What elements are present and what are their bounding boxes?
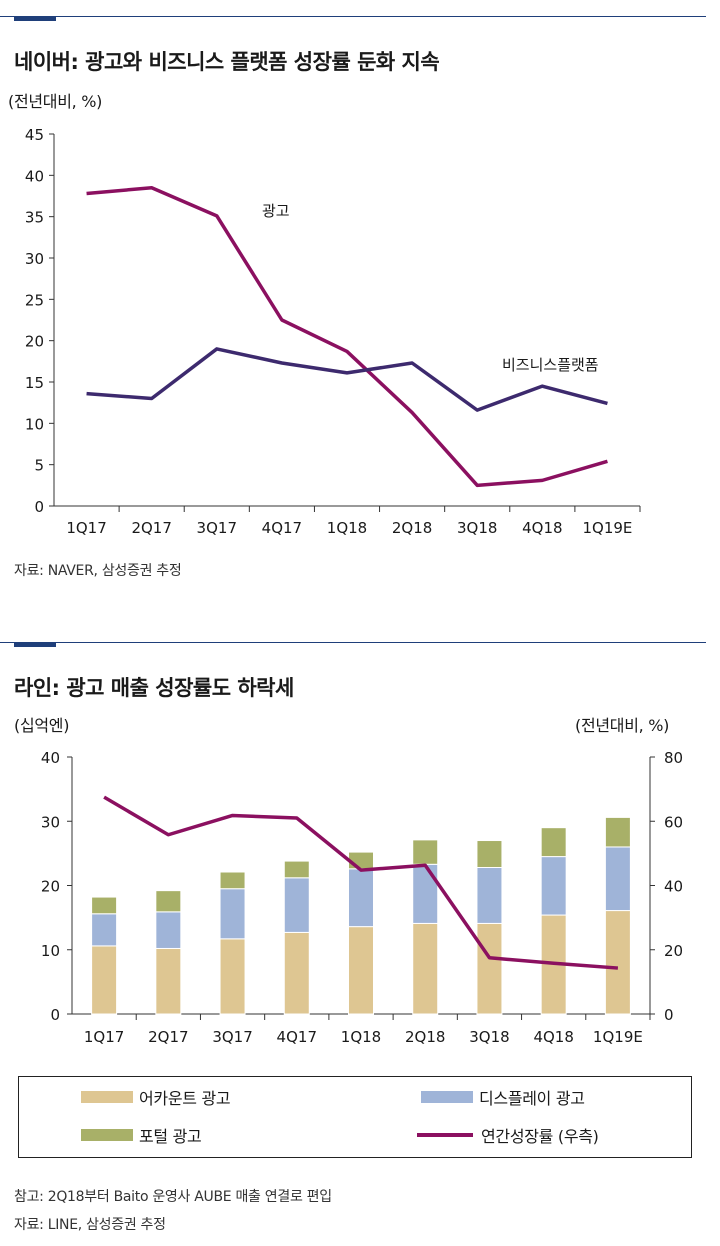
chart2-unit-left: (십억엔) [14, 716, 70, 735]
chart2-bar-account [348, 926, 374, 1015]
chart1-x-tick-label: 3Q17 [197, 519, 237, 537]
legend-growth-label: 연간성장률 (우측) [481, 1127, 599, 1146]
chart2-bar-display [412, 863, 439, 924]
chart2-bar-display [283, 877, 310, 933]
chart2-bar-account [604, 910, 631, 1015]
chart2-note: 참고: 2Q18부터 Baito 운영사 AUBE 매출 연결로 편입 [14, 1189, 332, 1205]
chart2-bar-display [155, 911, 182, 949]
chart1-title: 네이버: 광고와 비즈니스 플랫폼 성장률 둔화 지속 [14, 50, 440, 74]
chart2-y2-tick-label: 0 [664, 1006, 674, 1024]
chart2-bar-display [476, 867, 503, 924]
chart1-top-block [14, 16, 56, 21]
legend-portal: 포털 광고 [81, 1123, 202, 1147]
chart1-ad-label: 광고 [262, 202, 290, 220]
chart1-y-tick-label: 35 [25, 209, 44, 227]
chart1-y-tick-label: 5 [34, 457, 44, 475]
chart2-bar-display [540, 856, 567, 916]
chart1-y-tick-label: 45 [25, 126, 44, 144]
chart2-bar-account [91, 945, 118, 1015]
chart2-bar-portal [540, 827, 567, 858]
chart2-top-block [14, 642, 56, 647]
chart2-x-tick-label: 4Q18 [533, 1028, 573, 1046]
legend-account: 어카운트 광고 [81, 1085, 231, 1109]
chart1-x-tick-label: 1Q17 [66, 519, 106, 537]
chart2-title: 라인: 광고 매출 성장률도 하락세 [14, 676, 294, 700]
chart1-x-tick-label: 2Q18 [392, 519, 432, 537]
chart2-y-tick-label: 20 [41, 878, 60, 896]
chart2-y2-tick-label: 40 [664, 878, 683, 896]
chart2-y2-tick-label: 80 [664, 749, 683, 767]
chart1-x-tick-label: 1Q18 [327, 519, 367, 537]
chart1-ad-series-line [86, 185, 608, 488]
legend-portal-label: 포털 광고 [139, 1127, 202, 1146]
chart2-bar-display [348, 868, 374, 928]
chart1-unit: (전년대비, %) [8, 92, 103, 111]
chart2-growth-line [103, 795, 619, 970]
legend-display-swatch [421, 1091, 473, 1103]
legend-growth-swatch [417, 1133, 473, 1137]
chart1-x-tick-label: 2Q17 [131, 519, 171, 537]
legend-portal-swatch [81, 1129, 133, 1141]
chart2-x-tick-label: 1Q18 [341, 1028, 381, 1046]
chart2-y-tick-label: 0 [50, 1006, 60, 1024]
chart2-bar-portal [412, 839, 439, 865]
chart2-bar-portal [348, 851, 374, 870]
chart2-bar-display [604, 846, 631, 912]
chart1-y-tick-label: 10 [25, 415, 44, 433]
chart1-y-tick-label: 30 [25, 250, 44, 268]
chart2-bar-account [155, 947, 182, 1015]
chart2-x-tick-label: 3Q18 [469, 1028, 509, 1046]
legend-display: 디스플레이 광고 [421, 1085, 585, 1109]
chart2-y-tick-label: 10 [41, 942, 60, 960]
chart2-x-tick-label: 4Q17 [277, 1028, 317, 1046]
chart2-bar-portal [219, 871, 246, 890]
chart2-bar-portal [604, 816, 631, 848]
chart2-bar-account [476, 922, 503, 1015]
chart1-source: 자료: NAVER, 삼성증권 추정 [14, 563, 182, 579]
chart2-source: 자료: LINE, 삼성증권 추정 [14, 1217, 166, 1233]
chart2-bar-portal [155, 890, 182, 913]
chart2-y-tick-label: 40 [41, 749, 60, 767]
chart2-bar-display [219, 888, 246, 940]
chart2-x-tick-label: 1Q19E [593, 1028, 643, 1046]
chart2-top-rule [0, 642, 706, 643]
chart1-biz-label: 비즈니스플랫폼 [502, 356, 599, 374]
chart2-x-tick-label: 3Q17 [212, 1028, 252, 1046]
legend-growth: 연간성장률 (우측) [417, 1123, 599, 1147]
chart1-y-tick-label: 20 [25, 333, 44, 351]
chart1-svg: 0 5 10 15 20 25 30 35 40 45 1Q17 2Q17 3Q17 4Q17 1Q18 2… [25, 126, 641, 537]
chart2-bar-display [91, 913, 118, 947]
chart1-y-tick-label: 0 [34, 498, 44, 516]
chart2-legend: 어카운트 광고 디스플레이 광고 포털 광고 연간성장률 (우측) [18, 1076, 692, 1158]
legend-account-swatch [81, 1091, 133, 1103]
chart2-x-tick-label: 2Q18 [405, 1028, 445, 1046]
chart1-top-rule [0, 16, 706, 17]
chart1-y-tick-label: 40 [25, 167, 44, 185]
chart1-x-tick-label: 3Q18 [457, 519, 497, 537]
legend-account-label: 어카운트 광고 [139, 1089, 231, 1108]
chart1-y-tick-label: 15 [25, 374, 44, 392]
chart1-biz-series-line [86, 347, 608, 412]
chart2-bar-account [283, 931, 310, 1015]
chart1-x-tick-label: 4Q17 [262, 519, 302, 537]
chart2-bar-account [219, 938, 246, 1015]
chart2-x-tick-label: 2Q17 [148, 1028, 188, 1046]
legend-display-label: 디스플레이 광고 [479, 1089, 585, 1108]
chart2-x-tick-label: 1Q17 [84, 1028, 124, 1046]
chart2-bar-portal [476, 840, 503, 869]
chart1-x-tick-label: 1Q19E [582, 519, 632, 537]
chart2-y-tick-label: 30 [41, 813, 60, 831]
chart1-y-tick-label: 25 [25, 291, 44, 309]
chart2-y2-tick-label: 20 [664, 942, 683, 960]
chart2-bar-portal [283, 860, 310, 879]
chart2-bar-account [412, 922, 439, 1015]
chart1-x-tick-label: 4Q18 [522, 519, 562, 537]
chart2-unit-right: (전년대비, %) [575, 716, 670, 735]
chart2-y2-tick-label: 60 [664, 813, 683, 831]
chart2-svg: 0 10 20 30 40 0 20 40 60 80 1Q17 2Q17 3Q17 4Q17 1Q18 2Q… [41, 749, 683, 1046]
chart2-bar-portal [91, 896, 118, 915]
